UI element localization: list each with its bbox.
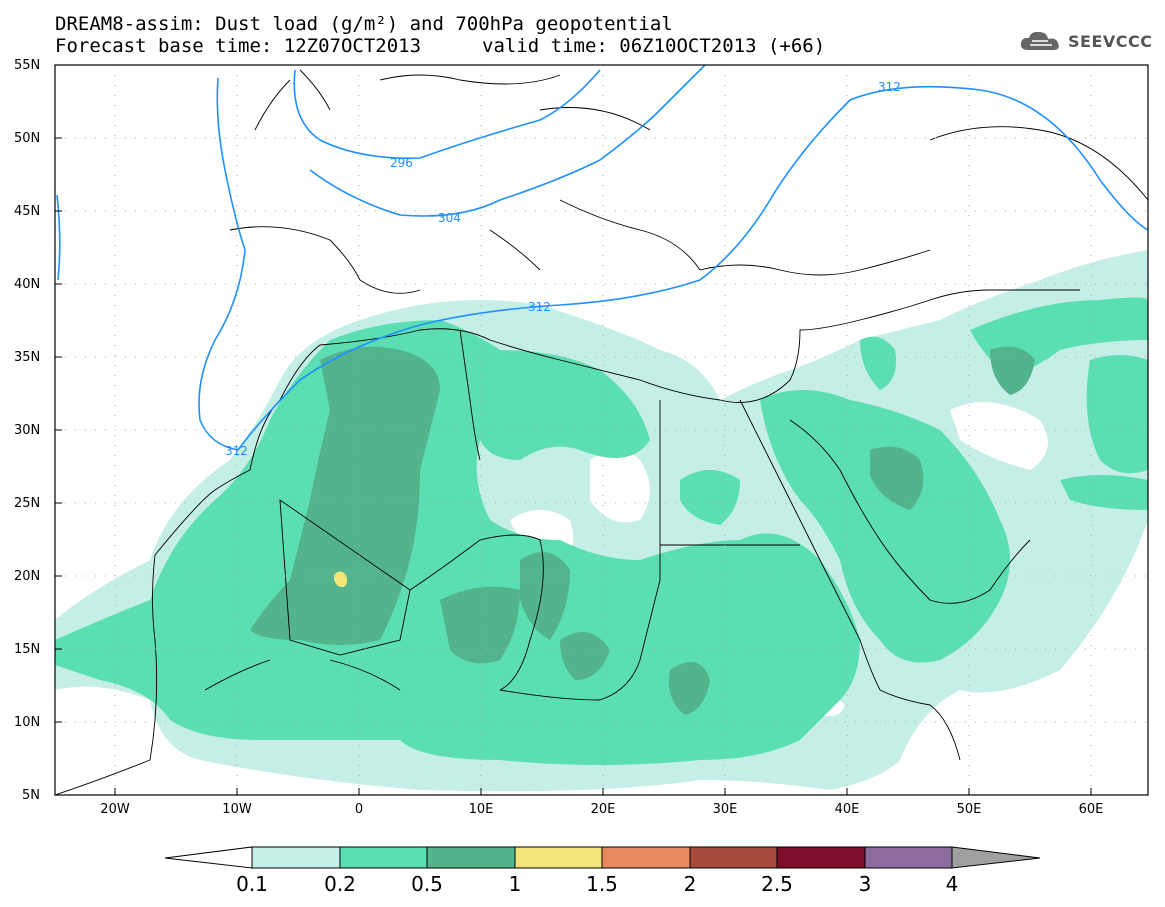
colorbar-swatch (601, 846, 691, 869)
lon-label: 20W (100, 802, 130, 817)
lat-label: 35N (14, 350, 41, 365)
country-borders (55, 69, 1148, 795)
lat-label: 50N (14, 131, 41, 146)
colorbar-label: 0.5 (411, 872, 443, 896)
logo-text: SEEVCCC (1068, 31, 1153, 51)
lat-label: 5N (22, 788, 40, 803)
colorbar-swatch (339, 846, 428, 869)
lon-label: 40E (834, 802, 860, 817)
map-title: DREAM8-assim: Dust load (g/m²) and 700hP… (55, 13, 673, 35)
colorbar-label: 0.1 (236, 872, 268, 896)
colorbar-under-triangle (164, 846, 253, 869)
colorbar-label: 4 (945, 872, 959, 896)
valid-time: valid time: 06Z10OCT2013 (+66) (482, 35, 826, 57)
colorbar-label: 3 (858, 872, 872, 896)
colorbar-swatch (426, 846, 516, 869)
axis-ticks (55, 137, 1092, 795)
lat-label: 45N (14, 204, 41, 219)
colorbar-label: 2.5 (761, 872, 793, 896)
seevccc-logo: SEEVCCC (1018, 28, 1153, 54)
contour-label-group: 312 296 304 312 312 (225, 80, 901, 458)
lat-label: 10N (14, 715, 41, 730)
contour-label: 312 (528, 300, 551, 314)
colorbar (164, 846, 1041, 869)
contour-label: 296 (390, 156, 413, 170)
dust-level-yellow (334, 571, 348, 588)
dust-level-mid (55, 297, 1148, 765)
lat-label: 25N (14, 496, 41, 511)
dust-level-dark (250, 346, 1035, 715)
geopotential-contours (56, 65, 1148, 451)
colorbar-label: 0.2 (324, 872, 356, 896)
colorbar-swatch (864, 846, 953, 869)
colorbar-swatch (689, 846, 778, 869)
colorbar-label: 1 (508, 872, 522, 896)
forecast-base-time: Forecast base time: 12Z07OCT2013 (55, 35, 422, 57)
contour-label: 304 (438, 211, 461, 225)
contour-label: 312 (225, 444, 248, 458)
lon-label: 0 (354, 802, 364, 817)
lat-label: 20N (14, 569, 41, 584)
contour-label: 312 (878, 80, 901, 94)
lon-label: 30E (712, 802, 738, 817)
colorbar-swatch (251, 846, 341, 869)
lon-label: 10E (468, 802, 494, 817)
colorbar-over-triangle (951, 846, 1041, 869)
lat-label: 15N (14, 642, 41, 657)
lat-label: 40N (14, 277, 41, 292)
lat-label: 30N (14, 423, 41, 438)
lon-label: 50E (956, 802, 982, 817)
lon-label: 60E (1078, 802, 1104, 817)
graticule (55, 65, 1148, 795)
colorbar-label: 1.5 (586, 872, 618, 896)
colorbar-label: 2 (683, 872, 697, 896)
cloud-icon (1020, 31, 1059, 50)
colorbar-swatch (514, 846, 603, 869)
lat-label: 55N (14, 58, 41, 73)
map-field (55, 65, 1148, 795)
lon-label: 20E (590, 802, 616, 817)
colorbar-swatch (776, 846, 866, 869)
lon-label: 10W (222, 802, 252, 817)
